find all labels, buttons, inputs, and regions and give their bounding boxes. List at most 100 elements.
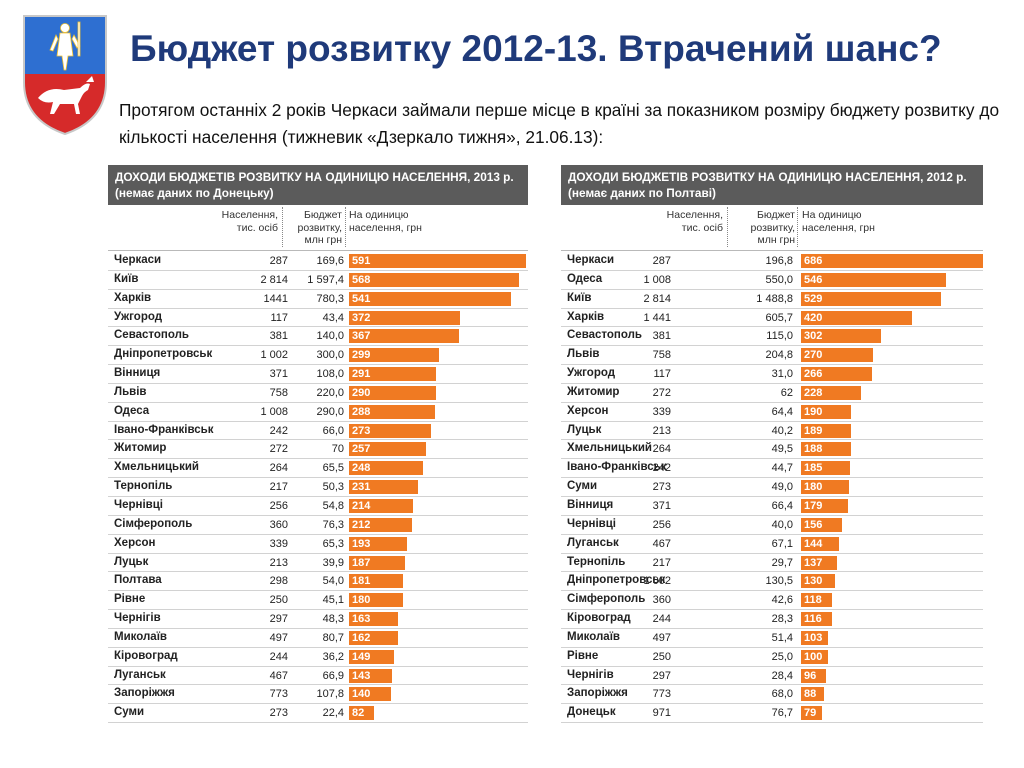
city-label: Вінниця	[114, 367, 161, 380]
bar-value-label: 231	[352, 481, 371, 494]
budget-value: 108,0	[316, 368, 344, 381]
bar-value-label: 163	[352, 613, 371, 626]
bar-value-label: 299	[352, 349, 371, 362]
bar-value-label: 257	[352, 443, 371, 456]
column-header-population: Населення, тис. осіб	[666, 209, 723, 234]
city-label: Івано-Франківськ	[114, 423, 214, 436]
bar-value-label: 144	[804, 537, 823, 550]
column-separator	[797, 207, 798, 247]
bar: 291	[349, 367, 437, 382]
table-row: Кіровоград 244 36,2 149	[108, 648, 528, 667]
city-label: Луцьк	[567, 423, 602, 436]
bar-value-label: 367	[352, 330, 371, 343]
city-label: Чернівці	[114, 498, 163, 511]
budget-value: 76,7	[771, 707, 793, 720]
bar: 180	[349, 593, 403, 608]
bar-value-label: 541	[352, 292, 371, 305]
bar-value-label: 270	[804, 349, 823, 362]
bar-value-label: 137	[804, 556, 823, 569]
bar: 546	[801, 272, 946, 287]
population-value: 297	[269, 613, 288, 626]
table-row: Тернопіль 217 50,3 231	[108, 478, 528, 497]
table-row: Суми 273 22,4 82	[108, 704, 528, 724]
table-row: Вінниця 371 66,4 179	[561, 497, 983, 516]
table-row: Луганськ 467 66,9 143	[108, 667, 528, 686]
population-value: 360	[652, 594, 671, 607]
bar-value-label: 88	[804, 688, 817, 701]
table-row: Миколаїв 497 51,4 103	[561, 629, 983, 648]
table-row: Луцьк 213 39,9 187	[108, 554, 528, 573]
budget-value: 25,0	[771, 650, 793, 663]
population-value: 256	[652, 518, 671, 531]
budget-value: 65,5	[322, 462, 344, 475]
table-row: Івано-Франківськ 242 44,7 185	[561, 459, 983, 479]
column-separator	[727, 207, 728, 247]
bar: 228	[801, 385, 862, 400]
city-label: Хмельницький	[114, 461, 199, 474]
bar-value-label: 143	[352, 669, 371, 682]
bar-value-label: 140	[352, 688, 371, 701]
table-rows: Черкаси 287 169,6 591 Київ 2 814 1 597,4 568 Хар…	[108, 252, 528, 724]
budget-value: 1 488,8	[756, 292, 793, 305]
budget-value: 36,2	[322, 650, 344, 663]
budget-value: 22,4	[322, 707, 344, 720]
budget-value: 39,9	[322, 556, 344, 569]
bar-value-label: 212	[352, 518, 371, 531]
city-label: Херсон	[114, 536, 156, 549]
bar-value-label: 290	[352, 386, 371, 399]
population-value: 272	[269, 443, 288, 456]
bar: 144	[801, 536, 840, 551]
budget-value: 28,4	[771, 669, 793, 682]
bar: 96	[801, 668, 827, 683]
budget-value: 300,0	[316, 349, 344, 362]
population-value: 242	[269, 424, 288, 437]
bar-value-label: 529	[804, 292, 823, 305]
population-value: 371	[652, 499, 671, 512]
budget-value: 54,8	[322, 499, 344, 512]
table-row: Житомир 272 62 228	[561, 384, 983, 403]
population-value: 244	[652, 613, 671, 626]
city-label: Донецьк	[567, 706, 616, 719]
bar-value-label: 591	[352, 255, 371, 267]
city-label: Луцьк	[114, 555, 149, 568]
table-row: Сімферополь 360 42,6 118	[561, 591, 983, 611]
budget-value: 50,3	[322, 481, 344, 494]
column-separator	[282, 207, 283, 247]
bar-value-label: 162	[352, 631, 371, 644]
population-value: 264	[269, 462, 288, 475]
bar: 181	[349, 574, 404, 589]
budget-value: 49,5	[771, 443, 793, 456]
city-label: Житомир	[567, 385, 620, 398]
table-row: Івано-Франківськ 242 66,0 273	[108, 422, 528, 441]
bar: 137	[801, 555, 838, 570]
budget-value: 62	[780, 386, 793, 399]
budget-value: 76,3	[322, 518, 344, 531]
population-value: 117	[270, 311, 288, 324]
table-2013: ДОХОДИ БЮДЖЕТІВ РОЗВИТКУ НА ОДИНИЦЮ НАСЕ…	[108, 165, 528, 724]
budget-value: 48,3	[322, 613, 344, 626]
table-row: Львів 758 220,0 290	[108, 384, 528, 403]
budget-value: 290,0	[316, 405, 344, 418]
budget-value: 66,4	[771, 499, 793, 512]
population-value: 497	[269, 631, 288, 644]
table-row: Донецьк 971 76,7 79	[561, 704, 983, 724]
table-row: Дніпропетровськ 1 002 130,5 130	[561, 572, 983, 592]
bar-value-label: 214	[352, 499, 371, 512]
bar-value-label: 291	[352, 368, 371, 381]
table-row: Чернівці 256 54,8 214	[108, 497, 528, 516]
bar: 179	[801, 498, 849, 513]
population-value: 758	[269, 386, 288, 399]
budget-value: 44,7	[771, 462, 793, 475]
budget-value: 1 597,4	[307, 273, 344, 286]
bar-value-label: 185	[804, 462, 823, 475]
budget-value: 40,2	[771, 424, 793, 437]
bar: 686	[801, 254, 983, 268]
city-label: Запоріжжя	[114, 687, 175, 700]
city-label: Суми	[567, 480, 598, 493]
city-label: Київ	[114, 272, 139, 285]
table-title: ДОХОДИ БЮДЖЕТІВ РОЗВИТКУ НА ОДИНИЦЮ НАСЕ…	[561, 165, 983, 205]
bar: 257	[349, 442, 426, 457]
city-label: Харків	[114, 291, 152, 304]
budget-value: 605,7	[765, 311, 793, 324]
bar-value-label: 188	[804, 443, 823, 456]
